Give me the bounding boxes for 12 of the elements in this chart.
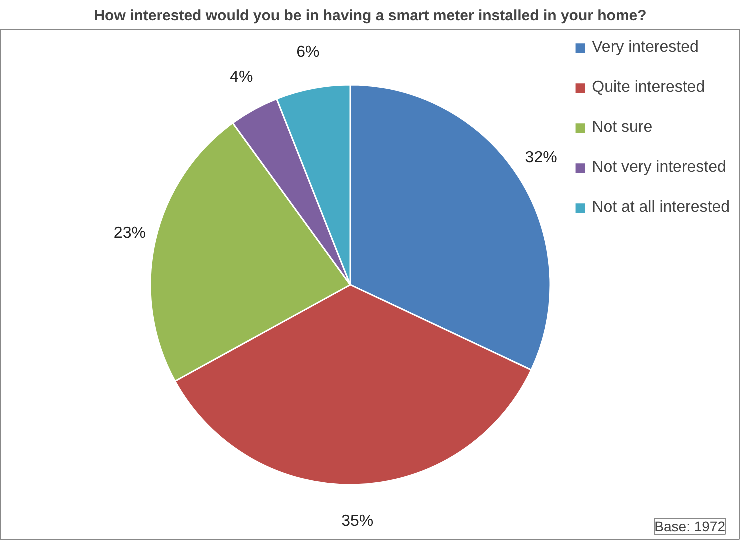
data-label: 35%: [342, 513, 374, 530]
legend-label: Not very interested: [592, 159, 726, 177]
legend-label: Not at all interested: [592, 199, 730, 217]
data-label: 32%: [525, 150, 558, 167]
legend-label: Quite interested: [592, 79, 706, 97]
chart-title: How interested would you be in having a smart meter installed in your home?: [94, 8, 647, 24]
data-label: 4%: [230, 69, 254, 86]
text: Base: 1972: [654, 518, 726, 534]
data-label: 6%: [296, 44, 320, 62]
data-label: 23%: [114, 224, 146, 242]
legend-label: Very interested: [592, 39, 699, 57]
legend-label: Not sure: [592, 119, 653, 137]
